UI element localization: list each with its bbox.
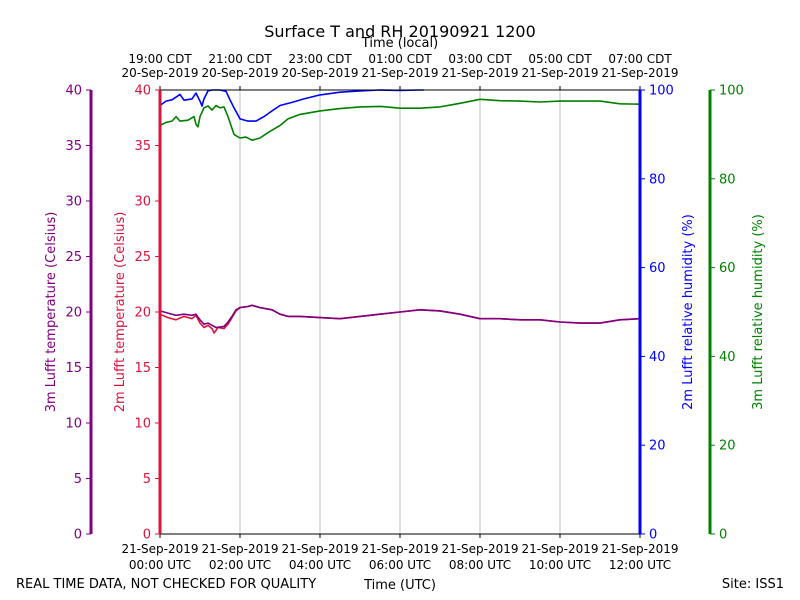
top-axis-label: Time (local) xyxy=(361,36,438,51)
top-tick-date: 21-Sep-2019 xyxy=(521,66,598,80)
top-tick-time: 21:00 CDT xyxy=(208,52,272,66)
bottom-tick-date: 21-Sep-2019 xyxy=(601,542,678,556)
rh2m-tick-label: 40 xyxy=(649,350,666,365)
rh2m-tick-label: 20 xyxy=(649,439,666,454)
rh3m-tick-label: 40 xyxy=(719,350,736,365)
series-layer xyxy=(159,89,641,334)
t2m-tick-label: 10 xyxy=(134,417,151,432)
bottom-tick-time: 10:00 UTC xyxy=(529,558,591,572)
bottom-tick-date: 21-Sep-2019 xyxy=(201,542,278,556)
top-tick-time: 07:00 CDT xyxy=(608,52,672,66)
top-tick-time: 23:00 CDT xyxy=(288,52,352,66)
rh3m-tick-label: 80 xyxy=(719,172,736,187)
x-axis-label: Time (UTC) xyxy=(363,578,436,593)
top-tick-date: 21-Sep-2019 xyxy=(441,66,518,80)
t3m-tick-label: 25 xyxy=(65,250,82,265)
top-tick-time: 05:00 CDT xyxy=(528,52,592,66)
top-tick-time: 01:00 CDT xyxy=(368,52,432,66)
t2m-tick-label: 15 xyxy=(134,361,151,376)
rh2m-axis-label: 2m Lufft relative humidity (%) xyxy=(681,214,696,410)
top-tick-date: 20-Sep-2019 xyxy=(121,66,198,80)
site-label: Site: ISS1 xyxy=(722,577,784,592)
t3m-tick-label: 35 xyxy=(65,139,82,154)
rh3m-tick-label: 0 xyxy=(719,528,727,543)
top-tick-time: 03:00 CDT xyxy=(448,52,512,66)
rh2m-tick-label: 100 xyxy=(649,84,674,99)
bottom-tick-date: 21-Sep-2019 xyxy=(441,542,518,556)
bottom-axis: 21-Sep-2019 00:00 UTC 21-Sep-2019 02:00 UTC… xyxy=(121,534,679,572)
top-tick-date: 20-Sep-2019 xyxy=(201,66,278,80)
rh2m-axis: 0 20 40 60 80 100 xyxy=(638,84,674,543)
series-line-rh3m xyxy=(159,98,641,141)
t3m-tick-label: 10 xyxy=(65,417,82,432)
quality-notice: REAL TIME DATA, NOT CHECKED FOR QUALITY xyxy=(16,577,316,592)
bottom-tick-time: 08:00 UTC xyxy=(449,558,511,572)
t2m-tick-label: 30 xyxy=(134,195,151,210)
t3m-tick-label: 20 xyxy=(65,306,82,321)
top-tick-date: 21-Sep-2019 xyxy=(601,66,678,80)
series-line-rh2m xyxy=(159,89,424,122)
bottom-tick-date: 21-Sep-2019 xyxy=(281,542,358,556)
bottom-tick-time: 00:00 UTC xyxy=(129,558,191,572)
t3m-tick-label: 30 xyxy=(65,195,82,210)
t2m-tick-label: 0 xyxy=(143,528,151,543)
series-line-t3m xyxy=(159,304,641,329)
rh3m-tick-label: 100 xyxy=(719,84,744,99)
t3m-tick-label: 5 xyxy=(74,472,82,487)
t2m-axis-label: 2m Lufft temperature (Celsius) xyxy=(113,212,128,413)
bottom-tick-date: 21-Sep-2019 xyxy=(121,542,198,556)
rh2m-tick-label: 0 xyxy=(649,528,657,543)
rh3m-axis-label: 3m Lufft relative humidity (%) xyxy=(751,214,766,410)
rh3m-tick-label: 20 xyxy=(719,439,736,454)
t3m-axis-label: 3m Lufft temperature (Celsius) xyxy=(44,212,59,413)
t3m-tick-label: 0 xyxy=(74,528,82,543)
bottom-tick-time: 12:00 UTC xyxy=(609,558,671,572)
t3m-tick-label: 40 xyxy=(65,84,82,99)
top-tick-time: 19:00 CDT xyxy=(128,52,192,66)
bottom-tick-date: 21-Sep-2019 xyxy=(521,542,598,556)
rh3m-axis: 0 20 40 60 80 100 xyxy=(708,84,744,543)
rh3m-tick-label: 60 xyxy=(719,261,736,276)
bottom-tick-time: 02:00 UTC xyxy=(209,558,271,572)
t2m-tick-label: 35 xyxy=(134,139,151,154)
t2m-tick-label: 25 xyxy=(134,250,151,265)
t2m-axis: 0 5 10 15 20 25 30 35 40 xyxy=(134,84,162,543)
bottom-tick-time: 04:00 UTC xyxy=(289,558,351,572)
bottom-tick-date: 21-Sep-2019 xyxy=(361,542,438,556)
t3m-axis: 0 5 10 15 20 25 30 35 40 xyxy=(65,84,93,543)
bottom-tick-time: 06:00 UTC xyxy=(369,558,431,572)
t2m-tick-label: 5 xyxy=(143,472,151,487)
chart-title: Surface T and RH 20190921 1200 xyxy=(264,22,536,41)
top-tick-date: 21-Sep-2019 xyxy=(361,66,438,80)
t2m-tick-label: 20 xyxy=(134,306,151,321)
t2m-tick-label: 40 xyxy=(134,84,151,99)
top-tick-date: 20-Sep-2019 xyxy=(281,66,358,80)
rh2m-tick-label: 80 xyxy=(649,172,666,187)
t3m-tick-label: 15 xyxy=(65,361,82,376)
rh2m-tick-label: 60 xyxy=(649,261,666,276)
